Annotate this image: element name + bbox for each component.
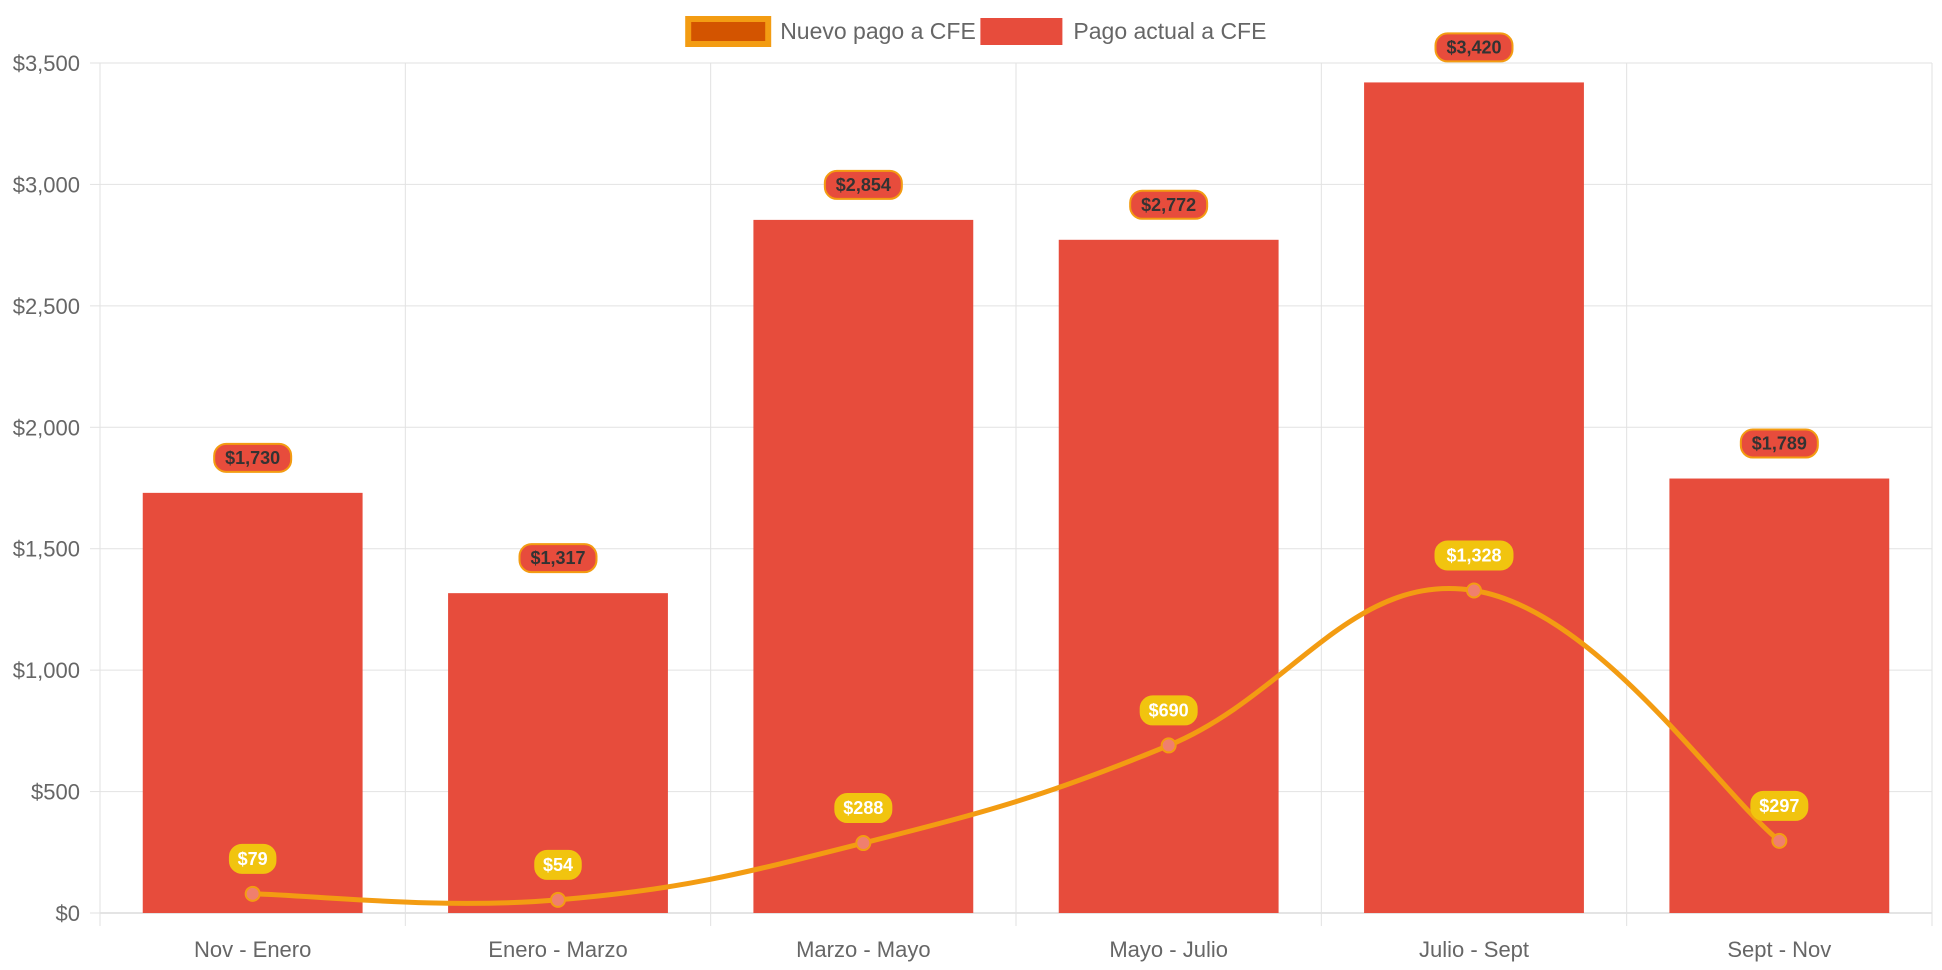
bar-value-label-bg [213,442,293,473]
line-value-label-bg [534,849,582,880]
y-tick-label: $1,000 [13,658,80,683]
x-tick-label: Enero - Marzo [488,937,627,962]
line-value-label-bg [1750,790,1809,821]
x-tick-label: Mayo - Julio [1109,937,1228,962]
line-value-label-text: $297 [1759,796,1799,816]
bar-value-label-text: $3,420 [1446,37,1501,57]
bar-value-label-bg [1739,428,1819,459]
y-tick-label: $1,500 [13,537,80,562]
line-point-nuevo-pago[interactable] [1771,832,1788,849]
x-tick-label: Nov - Enero [194,937,311,962]
data-labels: $1,730 $1,317 $2,854 $2,772 $3,420 $1,789 $79 $… [213,32,1819,880]
line-value-label-text: $54 [543,855,573,875]
line-point-nuevo-pago[interactable] [1466,582,1482,599]
line-point-nuevo-pago[interactable] [244,885,261,902]
grid [90,62,1933,926]
y-tick-label: $3,000 [13,172,80,197]
bar-value-label-bg [823,169,903,200]
legend-swatch [980,18,1063,45]
bar-value-label: $1,730 [213,442,293,473]
bar-value-label: $1,789 [1739,428,1819,459]
legend: Nuevo pago a CFE Pago actual a CFE [685,16,1266,47]
bar-pago-actual[interactable] [1058,239,1279,914]
bar-pago-actual[interactable] [142,492,363,913]
bar-value-label-bg [518,543,598,574]
line-value-label-bg [228,843,277,874]
line-value-label: $1,328 [1434,540,1514,571]
legend-swatch [685,16,772,47]
line-value-label-text: $1,328 [1446,545,1501,565]
line-value-label-bg [1434,540,1514,571]
axes: $0 $500 $1,000 $1,500 $2,000 $2,500 $3,000 $3,5… [13,51,1832,962]
bar-value-label: $3,420 [1434,32,1514,63]
line-point-nuevo-pago[interactable] [855,835,872,852]
bar-value-label: $1,317 [518,543,598,574]
bar-value-label: $2,854 [823,169,903,200]
line-nuevo-pago [252,586,1781,906]
line-value-label-bg [834,793,893,824]
legend-label: Nuevo pago a CFE [780,18,976,44]
line-value-label-text: $79 [238,849,268,869]
legend-item[interactable]: Pago actual a CFE [980,18,1266,45]
line-value-label: $288 [834,793,893,824]
x-tick-label: Sept - Nov [1727,937,1831,962]
line-value-label-bg [1139,695,1198,726]
legend-label: Pago actual a CFE [1073,18,1266,44]
bars [142,82,1890,914]
bar-pago-actual[interactable] [1364,82,1584,913]
bar-value-label-bg [1434,32,1514,63]
line-value-label: $54 [534,849,582,880]
bar-value-label-text: $1,730 [225,448,280,468]
line-series [244,582,1788,908]
x-tick-label: Marzo - Mayo [796,937,930,962]
bar-value-label-text: $2,772 [1141,195,1196,215]
legend-item[interactable]: Nuevo pago a CFE [685,16,976,47]
y-tick-label: $500 [31,780,80,805]
x-tick-label: Julio - Sept [1419,937,1529,962]
line-value-label: $79 [228,843,277,874]
bar-value-label-text: $1,789 [1752,434,1807,454]
bar-value-label-text: $2,854 [836,175,891,195]
y-tick-label: $0 [56,901,80,926]
bar-value-label-text: $1,317 [530,548,585,568]
line-value-label: $297 [1750,790,1809,821]
line-value-label-text: $690 [1149,700,1189,720]
line-value-label-text: $288 [843,798,883,818]
line-point-nuevo-pago[interactable] [1160,737,1177,754]
bar-value-label-bg [1129,189,1209,220]
y-tick-label: $2,500 [13,294,80,319]
bar-value-label: $2,772 [1129,189,1209,220]
line-value-label: $690 [1139,695,1198,726]
y-tick-label: $2,000 [13,415,80,440]
y-tick-label: $3,500 [13,51,80,76]
line-point-nuevo-pago[interactable] [550,891,566,908]
